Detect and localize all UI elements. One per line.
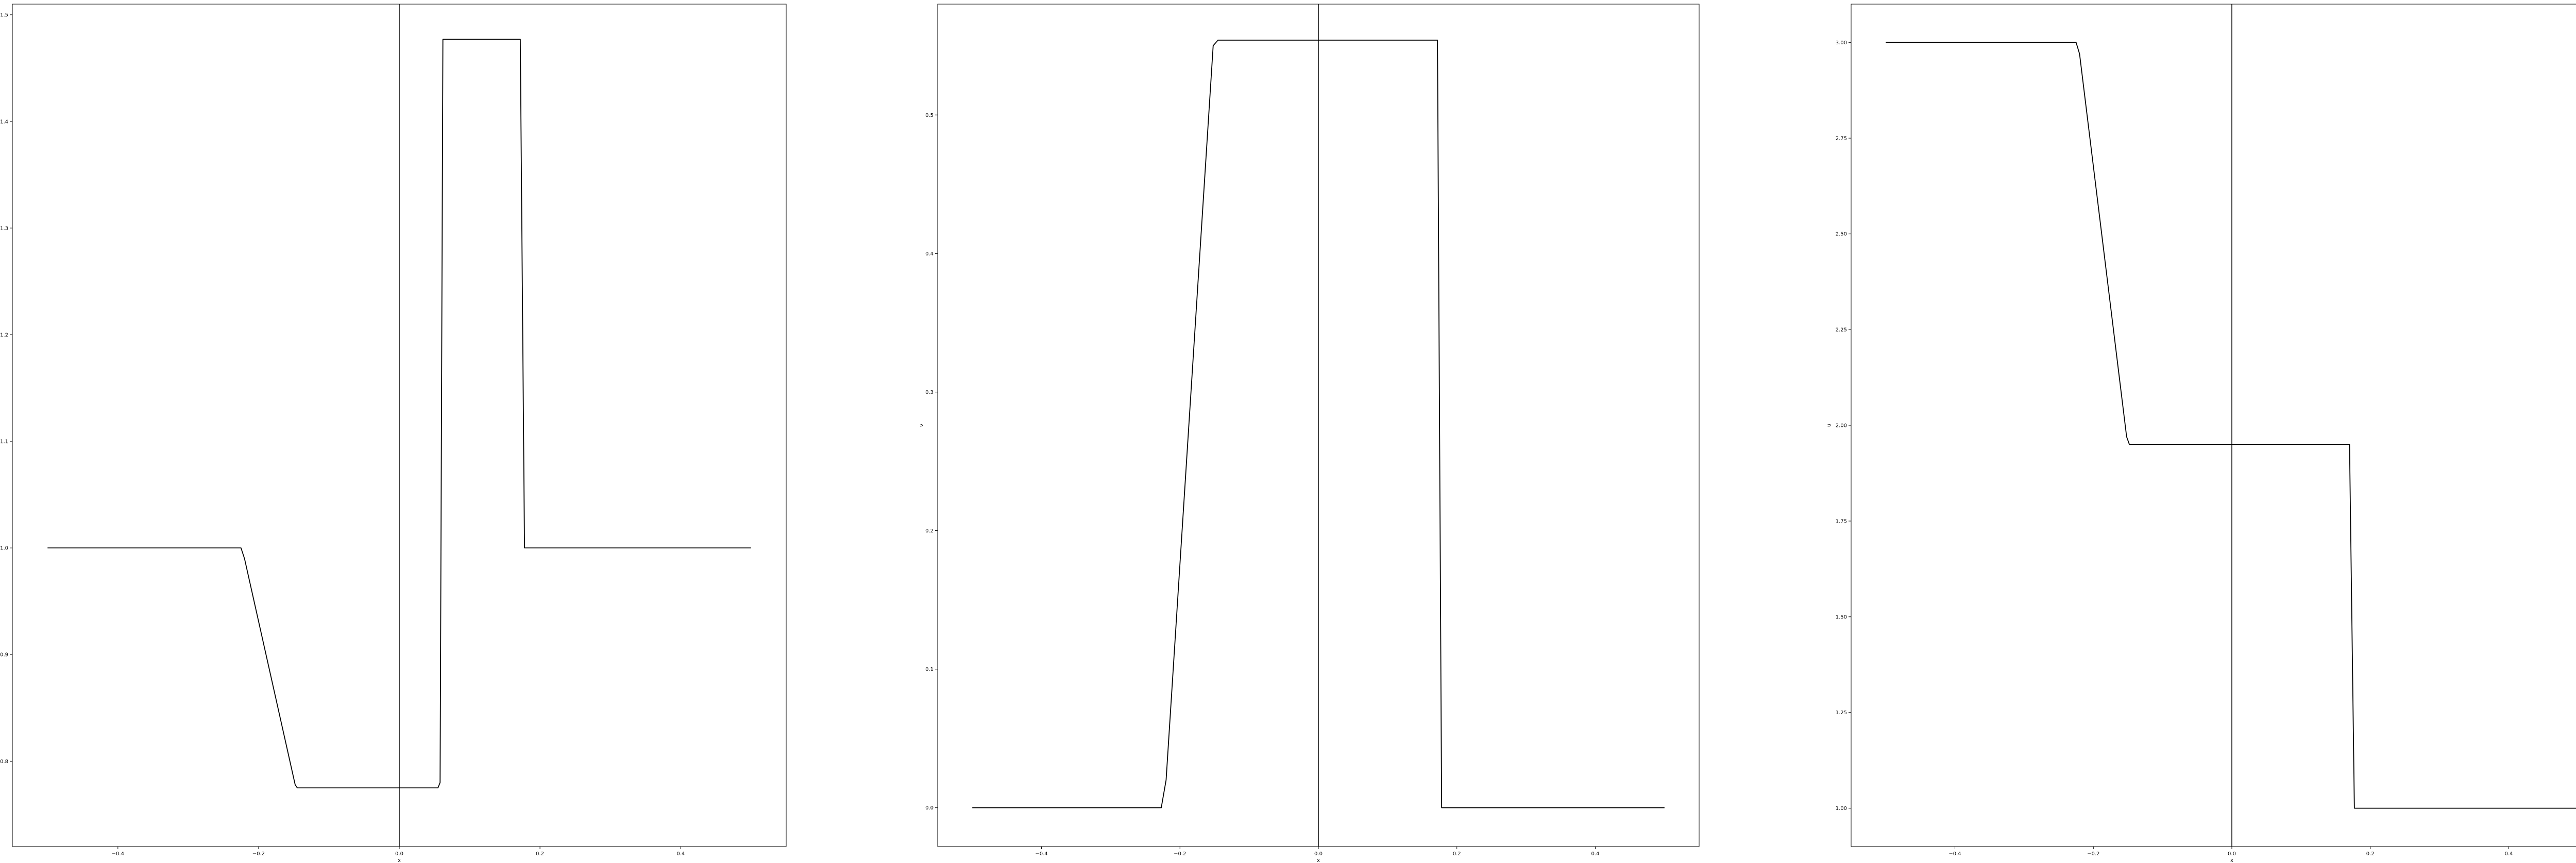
x-tick-label: −0.4 [1948, 851, 1961, 857]
y-tick-label: 0.3 [925, 390, 934, 395]
series-line-1 [47, 39, 751, 788]
x-tick-label: 0.4 [2505, 851, 2513, 857]
x-axis-label: x [1317, 858, 1320, 863]
x-tick-label: 0.4 [1591, 851, 1600, 857]
y-tick-label: 1.50 [1836, 614, 1847, 620]
y-tick-label: 0.9 [0, 652, 8, 658]
chart-panel-1: −0.4 −0.2 0.0 0.2 0.4 0.8 0.9 1.0 1.1 1.2 1.3 1.4 1.… [0, 4, 787, 863]
y-tick-label: 1.2 [0, 332, 8, 338]
y-tick-label: 2.00 [1836, 423, 1847, 429]
y-tick-label: 0.5 [925, 113, 934, 118]
y-tick-label: 1.3 [0, 226, 8, 231]
y-tick-label: 1.4 [0, 119, 8, 125]
y-axis-label: v [919, 424, 925, 427]
y-tick-label: 2.50 [1836, 232, 1847, 237]
plot-frame [1851, 4, 2576, 847]
x-tick-label: −0.2 [1174, 851, 1186, 857]
x-tick-label: −0.2 [2087, 851, 2099, 857]
x-tick-label: 0.2 [2366, 851, 2375, 857]
y-tick-label: 0.2 [925, 528, 934, 534]
y-tick-label: 1.00 [1836, 806, 1847, 812]
y-axis-label: u [1826, 424, 1832, 427]
y-tick-label: 2.75 [1836, 136, 1847, 142]
y-tick-label: 0.8 [0, 759, 8, 765]
x-tick-label: −0.4 [1035, 851, 1047, 857]
x-tick-label: 0.0 [2228, 851, 2236, 857]
series-line-1 [972, 40, 1665, 808]
y-tick-label: 2.25 [1836, 327, 1847, 333]
y-tick-label: 1.0 [0, 546, 8, 551]
x-axis-label: x [2230, 858, 2233, 863]
x-tick-label: −0.4 [112, 851, 124, 857]
x-tick-label: −0.2 [252, 851, 265, 857]
y-tick-label: 0.0 [925, 805, 934, 811]
chart-panel-2: −0.4 −0.2 0.0 0.2 0.4 0.0 0.1 0.2 0.3 0.4 0.5 x v [919, 4, 1700, 863]
series-line-1 [1886, 42, 2576, 809]
y-tick-label: 3.00 [1836, 40, 1847, 46]
y-tick-label: 1.5 [0, 12, 8, 18]
y-tick-label: 0.4 [925, 251, 934, 257]
x-tick-label: 0.0 [1314, 851, 1323, 857]
y-tick-label: 0.1 [925, 667, 934, 672]
x-tick-label: 0.0 [395, 851, 403, 857]
x-axis-label: x [398, 858, 401, 863]
y-tick-label: 1.1 [0, 439, 8, 445]
y-tick-label: 1.25 [1836, 710, 1847, 716]
chart-panel-3: −0.4 −0.2 0.0 0.2 0.4 1.00 1.25 1.50 1.75 2.00 2.2… [1826, 4, 2576, 863]
y-tick-label: 1.75 [1836, 519, 1847, 524]
x-tick-label: 0.4 [676, 851, 685, 857]
x-tick-label: 0.2 [1453, 851, 1461, 857]
x-tick-label: 0.2 [536, 851, 544, 857]
